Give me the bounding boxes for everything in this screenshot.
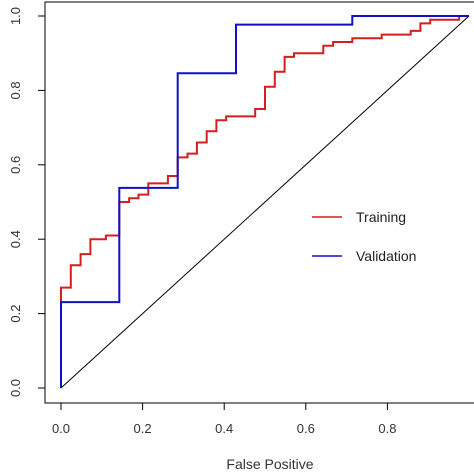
series-line-training (60, 15, 469, 388)
y-tick-label: 0.6 (8, 156, 23, 174)
reference-diagonal-layer (60, 15, 470, 389)
y-axis: 0.0 0.2 0.4 0.6 0.8 1.0 (8, 7, 45, 397)
series-layer (60, 15, 469, 388)
x-axis-title: False Positive (226, 456, 313, 472)
legend-label: Training (356, 209, 406, 225)
plot-area (60, 15, 470, 389)
x-tick-label: 0.2 (134, 421, 152, 436)
y-tick-label: 0.0 (8, 379, 23, 397)
y-tick-label: 1.0 (8, 7, 23, 25)
y-tick-label: 0.2 (8, 305, 23, 323)
x-tick-label: 0.0 (52, 421, 70, 436)
legend-label: Validation (356, 248, 416, 264)
x-tick-label: 0.8 (378, 421, 396, 436)
plot-frame (44, 1, 474, 404)
reference-diagonal-line (60, 15, 470, 389)
x-axis: 0.0 0.2 0.4 0.6 0.8 (52, 403, 396, 436)
legend: Training Validation (312, 209, 416, 264)
series-line-validation (60, 15, 469, 388)
y-tick-label: 0.8 (8, 81, 23, 99)
y-tick-label: 0.4 (8, 230, 23, 248)
x-tick-label: 0.6 (297, 421, 315, 436)
x-tick-label: 0.4 (215, 421, 233, 436)
